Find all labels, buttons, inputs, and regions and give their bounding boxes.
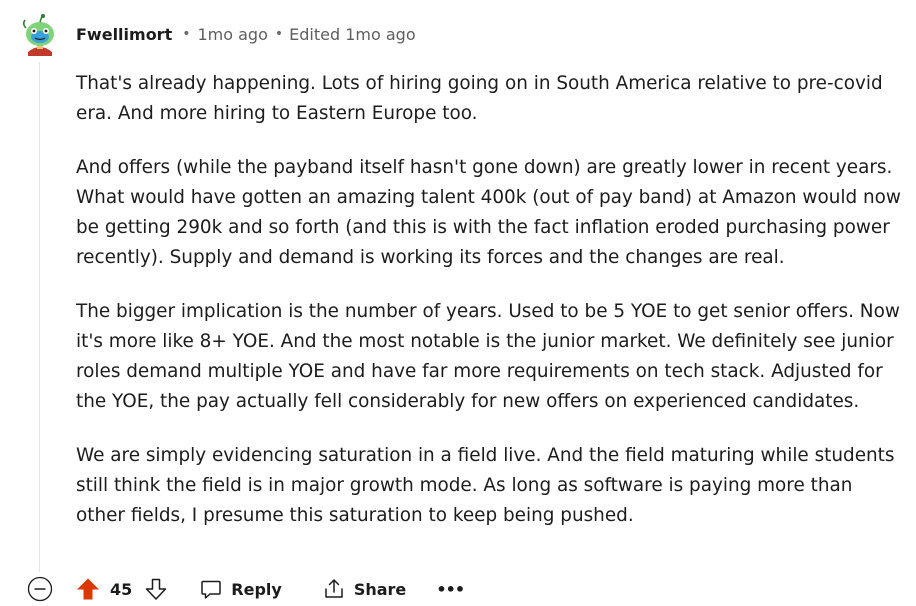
share-button[interactable]: Share [322,577,406,601]
edited-time: Edited 1mo ago [289,24,416,44]
upvote-button[interactable] [76,577,100,601]
avatar[interactable] [20,14,60,56]
downvote-button[interactable] [144,577,168,601]
reply-label: Reply [231,579,282,599]
posted-time[interactable]: 1mo ago [197,24,268,44]
share-icon [322,577,346,601]
upvote-arrow-icon [77,578,99,600]
author-name[interactable]: Fwellimort [76,24,173,44]
thread-line[interactable] [39,62,40,572]
comment-paragraph: The bigger implication is the number of … [76,301,900,412]
comment-paragraph: We are simply evidencing saturation in a… [76,445,895,526]
more-options-icon[interactable]: ••• [436,579,465,599]
comment-actions: 45 Reply Share ••• [27,572,465,606]
collapse-button[interactable] [27,576,53,602]
separator-dot: • [182,26,191,42]
separator-dot: • [274,26,284,42]
comment-header: Fwellimort • 1mo ago • Edited 1mo ago [76,22,416,46]
comment-body: That's already happening. Lots of hiring… [76,69,906,555]
downvote-arrow-icon [146,578,167,600]
comment-bubble-icon [199,577,223,601]
reply-button[interactable]: Reply [199,577,282,601]
comment-paragraph: That's already happening. Lots of hiring… [76,73,883,124]
share-label: Share [353,579,407,599]
vote-score: 45 [110,579,133,599]
snoo-avatar-icon [22,14,54,56]
collapse-minus-icon [27,576,53,602]
comment-paragraph: And offers (while the payband itself has… [76,157,901,268]
